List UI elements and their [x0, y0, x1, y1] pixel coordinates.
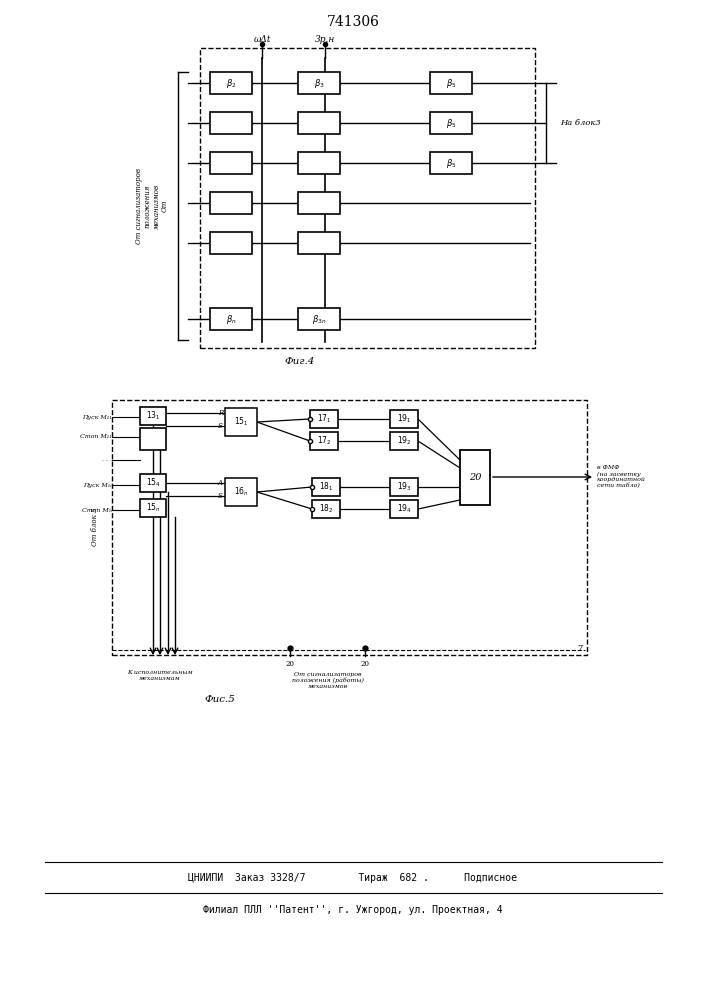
- Text: На блок3: На блок3: [560, 119, 601, 127]
- Bar: [298, 112, 340, 134]
- Text: К исполнительным
механизмам: К исполнительным механизмам: [127, 670, 193, 681]
- Bar: [312, 500, 340, 518]
- Text: S: S: [218, 492, 223, 500]
- Text: · · ·: · · ·: [102, 458, 112, 462]
- Bar: [140, 499, 166, 517]
- Text: Стоп М₁ᵢ: Стоп М₁ᵢ: [81, 508, 112, 512]
- Text: 20: 20: [469, 473, 481, 482]
- Bar: [225, 408, 257, 436]
- Bar: [200, 48, 535, 348]
- Text: От сигнализаторов
положения (работы)
механизмов: От сигнализаторов положения (работы) мех…: [292, 672, 364, 689]
- Text: $19_1$: $19_1$: [397, 413, 411, 425]
- Text: $16_n$: $16_n$: [233, 486, 248, 498]
- Text: $\beta_{3n}$: $\beta_{3n}$: [312, 312, 326, 326]
- Bar: [210, 152, 252, 174]
- Bar: [298, 192, 340, 214]
- Text: $\beta_3$: $\beta_3$: [314, 77, 325, 90]
- Text: A: A: [218, 479, 223, 487]
- Text: 741306: 741306: [327, 15, 380, 29]
- Text: $\beta_n$: $\beta_n$: [226, 312, 236, 326]
- Bar: [298, 152, 340, 174]
- Text: ωΔt: ωΔt: [253, 35, 271, 44]
- Bar: [140, 428, 166, 450]
- Text: 20: 20: [286, 660, 295, 668]
- Text: S: S: [218, 422, 223, 430]
- Text: $13_1$: $13_1$: [146, 410, 160, 422]
- Bar: [298, 308, 340, 330]
- Bar: [210, 112, 252, 134]
- Bar: [310, 432, 338, 450]
- Text: Стоп М₁₁: Стоп М₁₁: [81, 434, 112, 440]
- Bar: [210, 232, 252, 254]
- Text: Филиал ПЛЛ ''Патент'', г. Ужгород, ул. Проектная, 4: Филиал ПЛЛ ''Патент'', г. Ужгород, ул. П…: [203, 905, 503, 915]
- Text: $\beta_2$: $\beta_2$: [226, 77, 236, 90]
- Bar: [390, 410, 418, 428]
- Text: $19_2$: $19_2$: [397, 435, 411, 447]
- Text: Фиг.4: Фиг.4: [285, 358, 315, 366]
- Text: От сигнализаторов
положения
механизмов: От сигнализаторов положения механизмов: [135, 168, 161, 244]
- Bar: [112, 400, 587, 655]
- Text: $\beta_5$: $\beta_5$: [445, 77, 456, 90]
- Bar: [430, 112, 472, 134]
- Text: R: R: [218, 409, 223, 417]
- Text: $15_n$: $15_n$: [146, 502, 160, 514]
- Text: 7: 7: [578, 644, 583, 652]
- Text: $15_4$: $15_4$: [146, 477, 160, 489]
- Text: 3р.н: 3р.н: [315, 35, 335, 44]
- Text: $19_3$: $19_3$: [397, 481, 411, 493]
- Bar: [390, 500, 418, 518]
- Bar: [430, 152, 472, 174]
- Text: ЦНИИПИ  Заказ 3328/7         Тираж  682 .      Подписное: ЦНИИПИ Заказ 3328/7 Тираж 682 . Подписно…: [189, 873, 518, 883]
- Text: в ФМФ
(на засветку
координатной
сети табло): в ФМФ (на засветку координатной сети таб…: [597, 465, 646, 489]
- Bar: [390, 478, 418, 496]
- Bar: [312, 478, 340, 496]
- Text: От блок 5: От блок 5: [91, 508, 99, 546]
- Bar: [298, 72, 340, 94]
- Text: 20: 20: [361, 660, 370, 668]
- Bar: [298, 232, 340, 254]
- Text: Пуск М₁₁: Пуск М₁₁: [82, 414, 112, 420]
- Bar: [140, 407, 166, 425]
- Text: $15_1$: $15_1$: [234, 416, 248, 428]
- Bar: [460, 450, 490, 505]
- Text: $18_2$: $18_2$: [319, 503, 333, 515]
- Bar: [310, 410, 338, 428]
- Bar: [140, 474, 166, 492]
- Bar: [210, 308, 252, 330]
- Bar: [430, 72, 472, 94]
- Bar: [210, 192, 252, 214]
- Text: $17_2$: $17_2$: [317, 435, 332, 447]
- Text: $\beta_5$: $\beta_5$: [445, 156, 456, 169]
- Bar: [225, 478, 257, 506]
- Bar: [210, 72, 252, 94]
- Text: $19_4$: $19_4$: [397, 503, 411, 515]
- Text: Фис.5: Фис.5: [204, 696, 235, 704]
- Text: От: От: [161, 200, 169, 212]
- Text: $17_1$: $17_1$: [317, 413, 332, 425]
- Text: $18_1$: $18_1$: [319, 481, 333, 493]
- Bar: [390, 432, 418, 450]
- Text: $\beta_5$: $\beta_5$: [445, 116, 456, 129]
- Text: Пуск М₁ᵢ: Пуск М₁ᵢ: [83, 483, 112, 488]
